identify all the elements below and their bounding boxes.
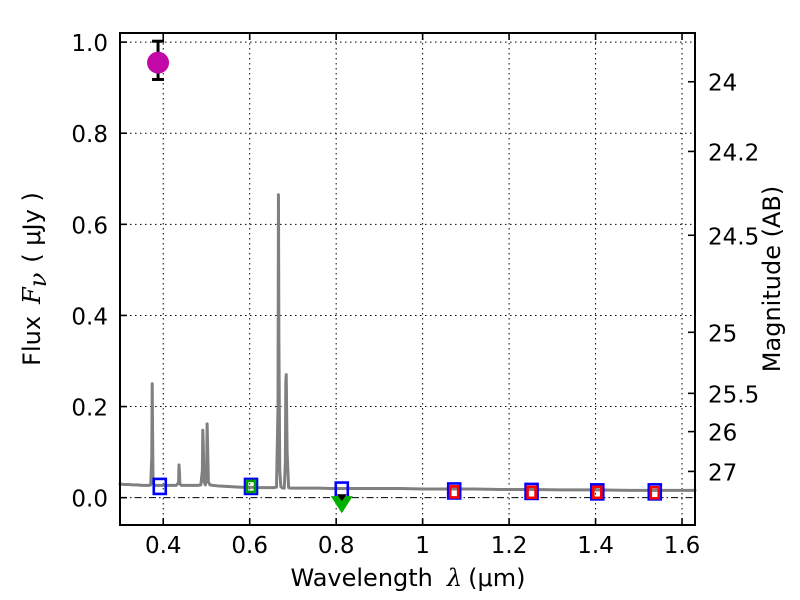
- y-tick-label-0.0: 0.0: [71, 487, 108, 513]
- x-axis-title-symbol: λ: [446, 564, 462, 592]
- errorbar-group-observed-photometry-uband: [147, 39, 170, 81]
- y-tick-label-0.4: 0.4: [71, 304, 108, 330]
- x-tick-label-1: 1: [415, 533, 430, 559]
- marker-model-photometry-1p40-red: [591, 485, 603, 500]
- y-left-title-symbol: F: [18, 286, 46, 305]
- y-right-axis-title: Magnitude (AB): [758, 186, 786, 372]
- y2-tick-label-25: 25: [708, 321, 737, 347]
- marker-observed-photometry-uband: [147, 51, 170, 74]
- marker-model-photometry-1p54-red: [649, 485, 661, 500]
- y2-tick-label-25.5: 25.5: [708, 382, 759, 408]
- upper-limit-arrow-icon: [336, 494, 347, 502]
- y-tick-label-0.2: 0.2: [71, 396, 108, 422]
- svg-text:FluxFν( μJy ): Flux Fν ( μJy ): [18, 192, 52, 366]
- y-right-axis-ticks: 24 24.2 24.5 25 25.5 26 27: [688, 71, 759, 486]
- marker-model-photometry-1p40-blue: [589, 483, 605, 501]
- y2-tick-label-24.2: 24.2: [708, 140, 759, 166]
- x-tick-label-0.4: 0.4: [145, 533, 182, 559]
- x-axis-title: Wavelength λ (μm): [291, 564, 526, 592]
- y-tick-label-1.0: 1.0: [71, 31, 108, 57]
- marker-model-photometry-0p60-green: [245, 479, 257, 494]
- y2-tick-label-26: 26: [708, 421, 737, 447]
- y-left-title-unit: ( μJy ): [18, 192, 46, 263]
- spectrum-line-model-spectrum: [118, 193, 697, 492]
- y-tick-label-0.8: 0.8: [71, 122, 108, 148]
- y-left-title-subscript: ν: [24, 273, 52, 288]
- marker-model-photometry-0p39: [152, 477, 168, 496]
- x-tick-label-1.2: 1.2: [491, 533, 528, 559]
- y2-tick-label-27: 27: [708, 460, 737, 486]
- x-axis-ticks: 0.4 0.6 0.8 1 1.2 1.4 1.6: [145, 33, 700, 559]
- spectrum-layer: [118, 193, 697, 492]
- grid-layer: [120, 33, 695, 525]
- plot-frame: [119, 32, 696, 526]
- x-tick-label-0.8: 0.8: [318, 533, 355, 559]
- y-left-title-prefix: Flux: [18, 316, 46, 366]
- x-tick-label-1.4: 1.4: [577, 533, 614, 559]
- x-axis-title-unit: (μm): [468, 564, 525, 592]
- x-tick-label-1.6: 1.6: [664, 533, 701, 559]
- y2-tick-label-24.5: 24.5: [708, 224, 759, 250]
- upper-limit-group-upper-limit-0p81: [330, 494, 353, 514]
- x-axis-title-prefix: Wavelength: [291, 564, 433, 592]
- marker-layer: [147, 39, 663, 514]
- marker-model-photometry-1p07-red: [448, 485, 460, 499]
- y-left-axis-title: Flux Fν ( μJy ): [18, 192, 52, 366]
- x-tick-label-0.6: 0.6: [231, 533, 268, 559]
- y-tick-label-0.6: 0.6: [71, 213, 108, 239]
- y-left-axis-ticks: 0.0 0.2 0.4 0.6 0.8 1.0: [71, 31, 127, 513]
- y2-tick-label-24: 24: [708, 71, 737, 97]
- marker-model-photometry-0p60-blue: [243, 477, 259, 496]
- y-right-title-text: Magnitude (AB): [758, 186, 786, 372]
- marker-upper-limit-0p81: [330, 496, 353, 514]
- marker-model-photometry-1p25-red: [526, 485, 537, 500]
